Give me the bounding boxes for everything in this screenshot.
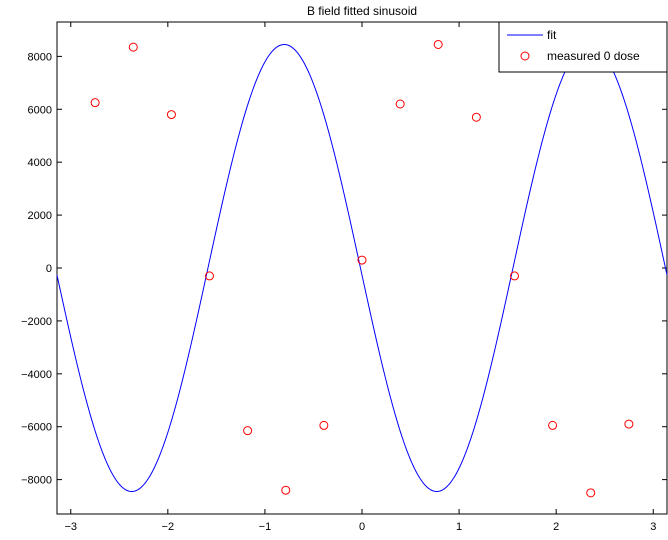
measured-point bbox=[624, 419, 634, 429]
y-tick-label: 6000 bbox=[28, 104, 52, 116]
y-tick-label: 4000 bbox=[28, 157, 52, 169]
axes-box bbox=[56, 21, 668, 515]
y-tick-label: −4000 bbox=[21, 369, 52, 381]
x-tick-label: −3 bbox=[64, 521, 77, 533]
x-tick-label: 0 bbox=[359, 521, 365, 533]
measured-point bbox=[166, 110, 176, 120]
measured-point bbox=[319, 420, 329, 430]
legend-measured-swatch bbox=[520, 51, 530, 61]
measured-point bbox=[128, 42, 138, 52]
y-tick-label: 8000 bbox=[28, 51, 52, 63]
chart-title: B field fitted sinusoid bbox=[307, 4, 417, 18]
x-tick-label: 3 bbox=[650, 521, 656, 533]
x-tick-label: 1 bbox=[456, 521, 462, 533]
measured-point bbox=[433, 39, 443, 49]
y-tick-label: 2000 bbox=[28, 210, 52, 222]
y-tick-label: −8000 bbox=[21, 475, 52, 487]
measured-point bbox=[548, 420, 558, 430]
measured-point bbox=[586, 488, 596, 498]
measured-point bbox=[471, 112, 481, 122]
legend-fit-label: fit bbox=[547, 28, 557, 42]
measured-point bbox=[204, 271, 214, 281]
x-tick-label: −1 bbox=[259, 521, 272, 533]
y-tick-label: −2000 bbox=[21, 316, 52, 328]
x-tick-label: −2 bbox=[162, 521, 175, 533]
legend: fit measured 0 dose bbox=[498, 21, 668, 73]
y-tick-label: 0 bbox=[46, 263, 52, 275]
legend-measured-label: measured 0 dose bbox=[547, 49, 640, 63]
x-tick-label: 2 bbox=[553, 521, 559, 533]
measured-point bbox=[357, 255, 367, 265]
fit-line bbox=[56, 43, 668, 493]
y-tick-label: −6000 bbox=[21, 422, 52, 434]
measured-point bbox=[90, 98, 100, 108]
measured-point bbox=[510, 271, 520, 281]
legend-box bbox=[498, 21, 668, 73]
measured-point bbox=[281, 485, 291, 495]
measured-point bbox=[243, 426, 253, 436]
measured-point bbox=[395, 99, 405, 109]
plot-area: −3 −2 −1 0 1 2 3 −8000 −6000 −4000 −2000 0 2000 4000 6… bbox=[21, 21, 668, 533]
